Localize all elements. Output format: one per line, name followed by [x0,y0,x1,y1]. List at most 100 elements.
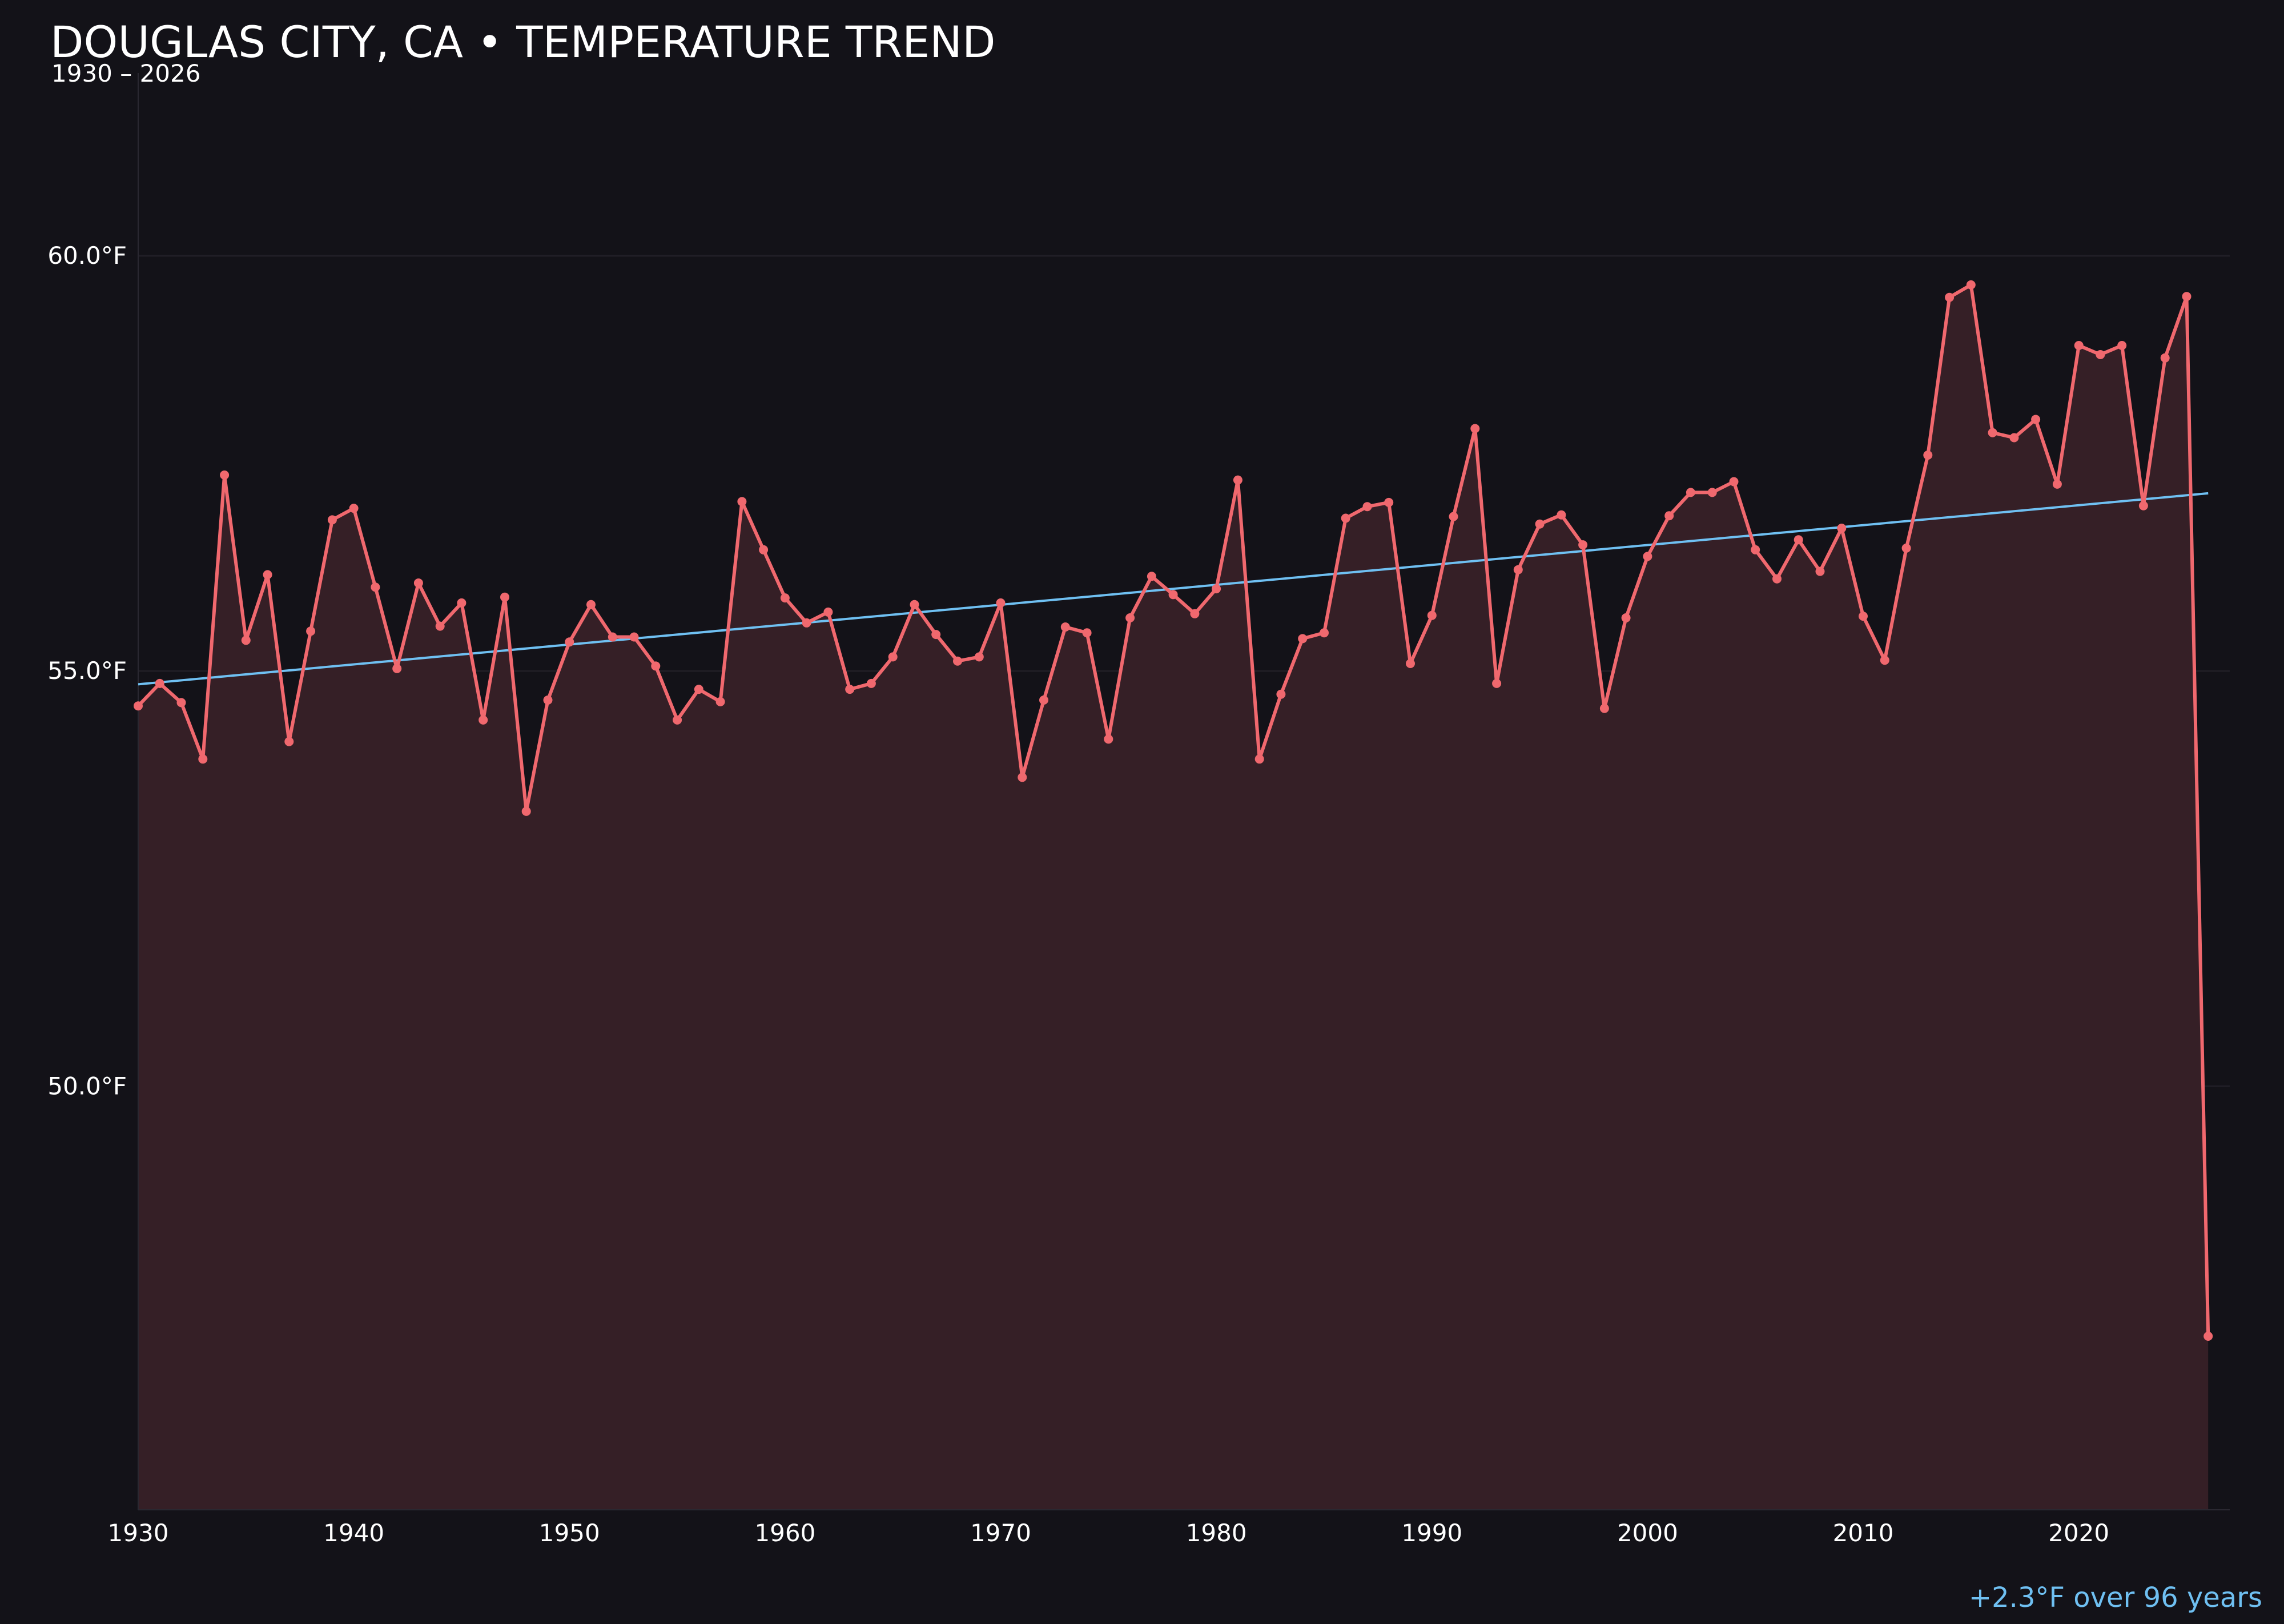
temperature-point [910,600,919,609]
temperature-point [1664,511,1674,521]
x-tick-label: 1990 [1401,1519,1462,1547]
temperature-point [1966,280,1976,290]
temperature-point [974,652,984,662]
temperature-point [284,737,294,746]
temperature-point [521,806,531,816]
temperature-point [306,626,316,636]
temperature-point [715,697,725,706]
temperature-point [1039,696,1048,705]
temperature-point [1254,754,1264,764]
x-tick-label: 1980 [1186,1519,1247,1547]
temperature-point [2117,341,2127,350]
temperature-point [349,504,359,513]
x-tick-label: 2020 [2048,1519,2109,1547]
temperature-point [1772,574,1782,584]
temperature-point [413,578,423,588]
temperature-point [2138,501,2148,510]
temperature-point [888,652,898,662]
temperature-point [2031,415,2041,424]
temperature-point [1729,477,1739,487]
temperature-point [1837,524,1847,533]
y-tick-label: 50.0°F [47,1072,127,1100]
temperature-point [673,715,682,725]
temperature-point [155,678,164,688]
temperature-point [1621,613,1631,622]
temperature-point [1643,552,1652,561]
temperature-point [1923,451,1933,460]
temperature-point [1578,540,1588,550]
temperature-point [1082,628,1092,638]
chart-title: DOUGLAS CITY, CA • TEMPERATURE TREND [50,17,996,67]
temperature-point [1406,659,1415,668]
y-tick-labels: 50.0°F 55.0°F 60.0°F [47,242,127,1100]
y-tick-label: 55.0°F [47,657,127,685]
temperature-point [780,593,790,603]
temperature-point [1125,613,1135,622]
temperature-point [694,685,703,694]
temperature-point [1233,475,1242,485]
temperature-point [866,678,876,688]
temperature-point [2074,341,2084,350]
temperature-point [1190,609,1200,618]
temperature-point [327,515,337,525]
temperature-point [1470,424,1480,433]
temperature-point [176,698,186,708]
trend-annotation: +2.3°F over 96 years [1969,1582,2262,1614]
temperature-point [134,701,143,711]
chart-subtitle: 1930 – 2026 [51,59,200,87]
temperature-point [1815,566,1825,576]
x-tick-label: 1970 [970,1519,1031,1547]
x-tick-label: 2000 [1617,1519,1678,1547]
temperature-point [931,630,941,640]
temperature-point [1276,689,1286,699]
temperature-point [1599,704,1609,713]
temperature-point [1384,497,1394,507]
temperature-point [198,754,208,764]
temperature-point [241,636,251,645]
temperature-point [2182,292,2191,302]
temperature-point [457,598,467,608]
temperature-point [565,637,574,647]
x-tick-label: 1930 [108,1519,169,1547]
temperature-point [263,570,272,580]
temperature-point [651,661,661,671]
temperature-point [1988,428,1997,437]
temperature-point [996,598,1006,608]
temperature-point [1298,634,1308,644]
temperature-point [1901,543,1911,553]
temperature-point [1449,512,1458,521]
temperature-point [1686,488,1695,497]
temperature-point [2160,353,2170,363]
temperature-point [478,715,488,725]
temperature-point [220,470,230,480]
temperature-point [1794,535,1803,545]
temperature-point [823,607,833,617]
x-tick-label: 1940 [323,1519,384,1547]
temperature-point [1168,590,1178,600]
temperature-point [1945,292,1955,302]
temperature-point [1104,734,1113,744]
temperature-point [1492,678,1502,688]
temperature-point [1341,513,1350,523]
temperature-point [435,621,445,631]
x-tick-labels: 1930 1940 1950 1960 1970 1980 1990 2000 2010 2020 [108,1519,2110,1547]
y-tick-label: 60.0°F [47,242,127,270]
temperature-point [737,497,747,507]
temperature-points [134,280,2213,1341]
temperature-point [608,632,617,642]
temperature-point [2009,433,2019,443]
temperature-point [2203,1332,2213,1341]
temperature-point [371,582,380,592]
temperature-point [802,618,811,628]
temperature-point [543,696,553,705]
temperature-point [759,545,769,554]
temperature-point [1320,628,1329,638]
temperature-point [1513,565,1523,574]
temperature-point [392,664,402,673]
temperature-point [2096,350,2105,359]
temperature-point [1535,519,1545,529]
x-tick-label: 1960 [754,1519,815,1547]
temperature-point [629,632,639,642]
x-tick-label: 2010 [1833,1519,1894,1547]
temperature-point [1859,612,1868,621]
